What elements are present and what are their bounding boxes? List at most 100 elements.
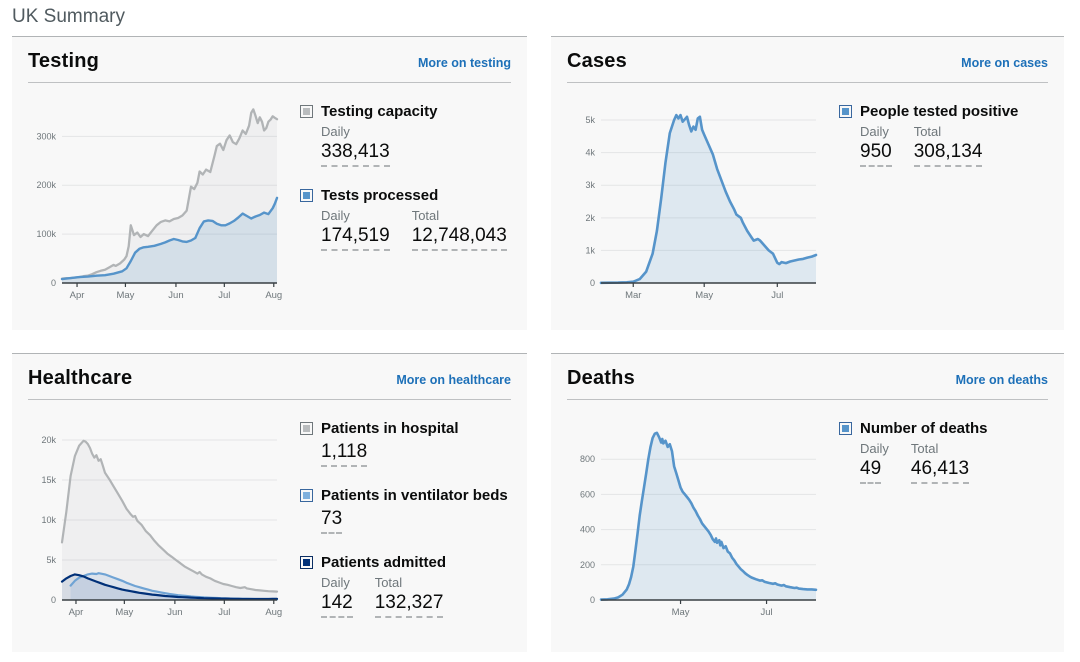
metric: Daily 950 bbox=[860, 124, 892, 167]
stat-patients-in-ventilator-beds: Patients in ventilator beds 73 bbox=[300, 487, 511, 534]
svg-text:Apr: Apr bbox=[70, 290, 85, 301]
more-on-cases-link[interactable]: More on cases bbox=[961, 56, 1048, 70]
svg-text:600: 600 bbox=[580, 489, 595, 499]
svg-text:May: May bbox=[115, 607, 133, 618]
panel-title-testing: Testing bbox=[28, 50, 100, 72]
key-square-gray-icon bbox=[300, 422, 313, 435]
svg-text:May: May bbox=[672, 607, 690, 618]
healthcare-chart[interactable]: 0 5k 10k 15k 20k Apr May Jun Jul Aug bbox=[26, 406, 284, 638]
svg-text:800: 800 bbox=[580, 454, 595, 464]
svg-text:1k: 1k bbox=[585, 245, 595, 255]
stat-label: Patients in hospital bbox=[321, 420, 459, 437]
svg-text:10k: 10k bbox=[41, 515, 56, 525]
key-square-lightblue-icon bbox=[300, 489, 313, 502]
healthcare-chart-svg: 0 5k 10k 15k 20k Apr May Jun Jul Aug bbox=[41, 435, 282, 618]
more-on-deaths-link[interactable]: More on deaths bbox=[955, 373, 1048, 387]
metric: Total 308,134 bbox=[913, 124, 983, 167]
cases-chart-svg: 0 1k 2k 3k 4k 5k Mar May Jul bbox=[585, 113, 818, 301]
metric: Daily 174,519 bbox=[321, 208, 390, 251]
metric-value[interactable]: 142 bbox=[321, 592, 353, 618]
cases-chart[interactable]: 0 1k 2k 3k 4k 5k Mar May Jul bbox=[565, 89, 823, 316]
stat-label: Patients admitted bbox=[321, 554, 447, 571]
panel-healthcare: Healthcare More on healthcare 0 5k 10k 15k 2… bbox=[12, 353, 527, 652]
stat-label: Tests processed bbox=[321, 187, 439, 204]
stat-patients-admitted: Patients admitted Daily 142 Total 132,327 bbox=[300, 554, 511, 618]
stat-patients-in-hospital: Patients in hospital 1,118 bbox=[300, 420, 511, 467]
metric: Total 132,327 bbox=[374, 575, 444, 618]
stat-testing-capacity: Testing capacity Daily 338,413 bbox=[300, 103, 511, 167]
healthcare-stats: Patients in hospital 1,118 Patients in ven… bbox=[284, 406, 511, 638]
stat-label: Number of deaths bbox=[860, 420, 988, 437]
metric-caption: Total bbox=[910, 441, 939, 456]
panel-divider bbox=[567, 82, 1048, 83]
metric-value[interactable]: 950 bbox=[860, 141, 892, 167]
metric-caption: Daily bbox=[321, 575, 350, 590]
svg-text:5k: 5k bbox=[585, 115, 595, 125]
metric-value[interactable]: 49 bbox=[860, 458, 882, 484]
stat-people-tested-positive: People tested positive Daily 950 Total 308,1… bbox=[839, 103, 1048, 167]
panel-title-deaths: Deaths bbox=[567, 367, 635, 389]
testing-stats: Testing capacity Daily 338,413 Tests proces… bbox=[284, 89, 511, 316]
svg-text:0: 0 bbox=[51, 595, 56, 605]
cases-stats: People tested positive Daily 950 Total 308,1… bbox=[823, 89, 1048, 316]
svg-text:Aug: Aug bbox=[265, 607, 282, 618]
panel-divider bbox=[28, 399, 511, 400]
svg-text:300k: 300k bbox=[36, 131, 56, 141]
svg-text:20k: 20k bbox=[41, 435, 56, 445]
svg-text:15k: 15k bbox=[41, 475, 56, 485]
svg-text:400: 400 bbox=[580, 525, 595, 535]
svg-text:5k: 5k bbox=[46, 555, 56, 565]
metric: 73 bbox=[321, 508, 343, 534]
metric: 1,118 bbox=[321, 441, 368, 467]
metric: Daily 49 bbox=[860, 441, 889, 484]
stat-label: Testing capacity bbox=[321, 103, 438, 120]
svg-text:Jul: Jul bbox=[218, 607, 230, 618]
testing-chart[interactable]: 0 100k 200k 300k Apr May Jun Jul Aug bbox=[26, 89, 284, 316]
svg-text:100k: 100k bbox=[36, 229, 56, 239]
metric-value[interactable]: 46,413 bbox=[910, 458, 970, 484]
metric-value[interactable]: 132,327 bbox=[374, 592, 444, 618]
deaths-chart[interactable]: 0 200 400 600 800 May Jul bbox=[565, 406, 823, 633]
svg-text:Jul: Jul bbox=[760, 607, 772, 618]
metric-caption: Total bbox=[913, 124, 942, 139]
metric: Daily 338,413 bbox=[321, 124, 390, 167]
svg-text:0: 0 bbox=[590, 595, 595, 605]
panel-divider bbox=[567, 399, 1048, 400]
svg-text:Apr: Apr bbox=[69, 607, 84, 618]
svg-text:4k: 4k bbox=[585, 148, 595, 158]
metric-value[interactable]: 1,118 bbox=[321, 441, 368, 467]
svg-text:0: 0 bbox=[590, 278, 595, 288]
svg-text:0: 0 bbox=[51, 278, 56, 288]
deaths-stats: Number of deaths Daily 49 Total 46,413 bbox=[823, 406, 1048, 633]
panel-title-cases: Cases bbox=[567, 50, 627, 72]
metric-caption: Daily bbox=[321, 208, 350, 223]
metric-value[interactable]: 174,519 bbox=[321, 225, 390, 251]
stat-tests-processed: Tests processed Daily 174,519 Total 12,748,0… bbox=[300, 187, 511, 251]
svg-text:Mar: Mar bbox=[625, 290, 641, 301]
metric-value[interactable]: 73 bbox=[321, 508, 343, 534]
metric-caption: Total bbox=[411, 208, 440, 223]
svg-text:Aug: Aug bbox=[265, 290, 282, 301]
metric-caption: Daily bbox=[860, 124, 889, 139]
more-on-healthcare-link[interactable]: More on healthcare bbox=[396, 373, 511, 387]
metric-value[interactable]: 308,134 bbox=[913, 141, 983, 167]
key-square-gray-icon bbox=[300, 105, 313, 118]
svg-text:Jun: Jun bbox=[168, 290, 183, 301]
stat-label: People tested positive bbox=[860, 103, 1019, 120]
page-title: UK Summary bbox=[12, 6, 125, 27]
svg-text:May: May bbox=[116, 290, 134, 301]
panel-title-healthcare: Healthcare bbox=[28, 367, 133, 389]
svg-text:2k: 2k bbox=[585, 213, 595, 223]
key-square-blue-icon bbox=[839, 422, 852, 435]
deaths-chart-svg: 0 200 400 600 800 May Jul bbox=[580, 431, 818, 618]
metric-value[interactable]: 12,748,043 bbox=[411, 225, 507, 251]
svg-text:Jul: Jul bbox=[771, 290, 783, 301]
more-on-testing-link[interactable]: More on testing bbox=[417, 56, 511, 70]
panel-testing: Testing More on testing 0 100k 200k 300k Apr… bbox=[12, 36, 527, 330]
stat-label: Patients in ventilator beds bbox=[321, 487, 508, 504]
metric: Daily 142 bbox=[321, 575, 353, 618]
metric-value[interactable]: 338,413 bbox=[321, 141, 390, 167]
metric-caption: Total bbox=[374, 575, 403, 590]
panel-cases: Cases More on cases 0 1k 2k 3k 4k 5k Mar May Jul… bbox=[551, 36, 1064, 330]
